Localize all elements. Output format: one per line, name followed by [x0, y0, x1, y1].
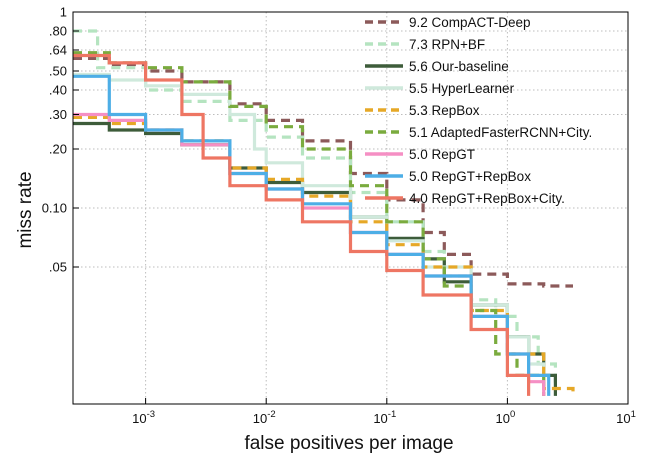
x-tick-label-0: 10-3	[132, 409, 155, 426]
y-tick-label-3: .50	[49, 64, 67, 79]
series-line-5	[73, 51, 546, 396]
x-tick-label-3: 100	[496, 409, 516, 426]
y-tick-label-6: .20	[49, 141, 67, 156]
y-axis-label: miss rate	[15, 171, 36, 248]
y-tick-label-2: .64	[49, 42, 67, 57]
legend-label-7: 5.0 RepGT+RepBox	[409, 169, 531, 184]
y-tick-label-7: 0.10	[42, 201, 67, 216]
x-tick-label-1: 10-2	[253, 409, 276, 426]
legend-label-8: 4.0 RepGT+RepBox+City.	[409, 191, 565, 206]
legend-label-1: 7.3 RPN+BF	[409, 37, 485, 52]
x-tick-label-4: 101	[616, 409, 636, 426]
legend-label-5: 5.1 AdaptedFasterRCNN+City.	[409, 125, 592, 140]
x-axis-label: false positives per image	[244, 433, 453, 454]
y-tick-label-0: 1	[60, 5, 67, 20]
y-tick-label-8: .05	[49, 260, 67, 275]
y-tick-label-4: .40	[49, 82, 67, 97]
legend-label-6: 5.0 RepGT	[409, 147, 475, 162]
legend-label-0: 9.2 CompACT-Deep	[409, 15, 531, 30]
legend-label-3: 5.5 HyperLearner	[409, 81, 515, 96]
x-axis-ticks: 10-3 10-2 10-1 100 101	[132, 398, 636, 426]
legend-label-2: 5.6 Our-baseline	[409, 59, 509, 74]
legend-label-4: 5.3 RepBox	[409, 103, 480, 118]
x-tick-label-2: 10-1	[373, 409, 396, 426]
series-line-8	[73, 53, 531, 396]
series-lines	[73, 29, 575, 396]
y-tick-label-1: .80	[49, 23, 67, 38]
y-axis-ticks: 1 .80 .64 .50 .40 .30 .20 0.10 .05	[42, 5, 79, 275]
legend: 9.2 CompACT-Deep 7.3 RPN+BF 5.6 Our-baseli…	[365, 15, 592, 206]
y-tick-label-5: .30	[49, 107, 67, 122]
